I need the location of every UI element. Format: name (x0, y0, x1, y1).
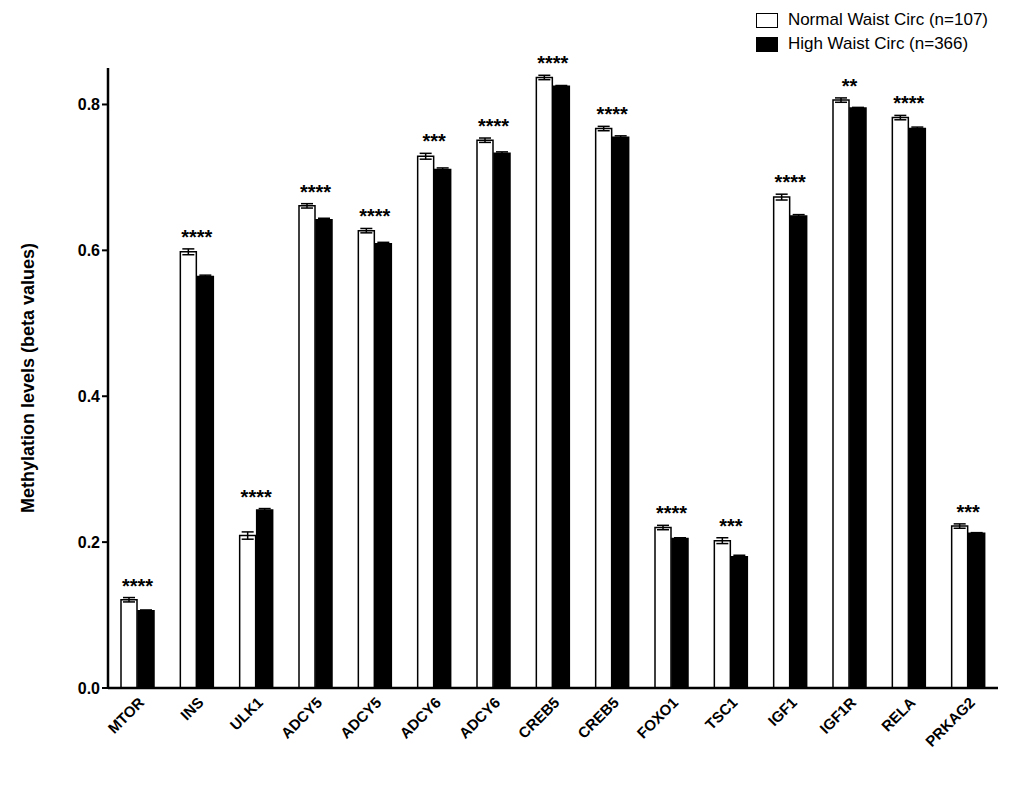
svg-text:**: ** (842, 75, 858, 97)
svg-text:****: **** (122, 575, 153, 597)
html-text:Normal Waist Circ (n=107): Normal Waist Circ (n=107) (787, 10, 988, 29)
svg-text:IGF1R: IGF1R (816, 694, 859, 737)
svg-text:****: **** (478, 115, 509, 137)
html-text:High Waist Circ (n=366): High Waist Circ (n=366) (787, 34, 969, 53)
svg-text:****: **** (537, 52, 568, 74)
svg-text:MTOR: MTOR (104, 694, 147, 737)
svg-text:PRKAG2: PRKAG2 (922, 694, 978, 750)
svg-text:****: **** (597, 103, 628, 125)
svg-text:CREB5: CREB5 (515, 694, 563, 742)
svg-text:CREB5: CREB5 (574, 694, 622, 742)
svg-text:***: *** (422, 130, 446, 152)
svg-text:FOXO1: FOXO1 (633, 694, 681, 742)
svg-text:***: *** (956, 501, 980, 523)
svg-text:0.8: 0.8 (78, 96, 100, 113)
svg-text:****: **** (181, 226, 212, 248)
svg-text:ULK1: ULK1 (226, 694, 266, 734)
svg-text:INS: INS (177, 694, 207, 724)
svg-text:IGF1: IGF1 (764, 694, 800, 730)
svg-text:0.6: 0.6 (78, 242, 100, 259)
svg-text:****: **** (893, 92, 924, 114)
svg-text:***: *** (719, 515, 743, 537)
svg-text:TSC1: TSC1 (702, 694, 741, 733)
svg-text:ADCY6: ADCY6 (396, 694, 444, 742)
svg-text:0.4: 0.4 (78, 388, 100, 405)
svg-text:ADCY5: ADCY5 (337, 694, 385, 742)
svg-text:Methylation levels (beta value: Methylation levels (beta values) (18, 243, 38, 513)
svg-text:0.2: 0.2 (78, 534, 100, 551)
svg-text:****: **** (359, 205, 390, 227)
svg-text:0.0: 0.0 (78, 680, 100, 697)
svg-text:****: **** (656, 502, 687, 524)
svg-text:ADCY6: ADCY6 (455, 694, 503, 742)
svg-text:****: **** (300, 181, 331, 203)
svg-text:RELA: RELA (878, 694, 919, 735)
svg-text:ADCY5: ADCY5 (277, 694, 325, 742)
svg-text:****: **** (241, 486, 272, 508)
svg-text:****: **** (775, 171, 806, 193)
